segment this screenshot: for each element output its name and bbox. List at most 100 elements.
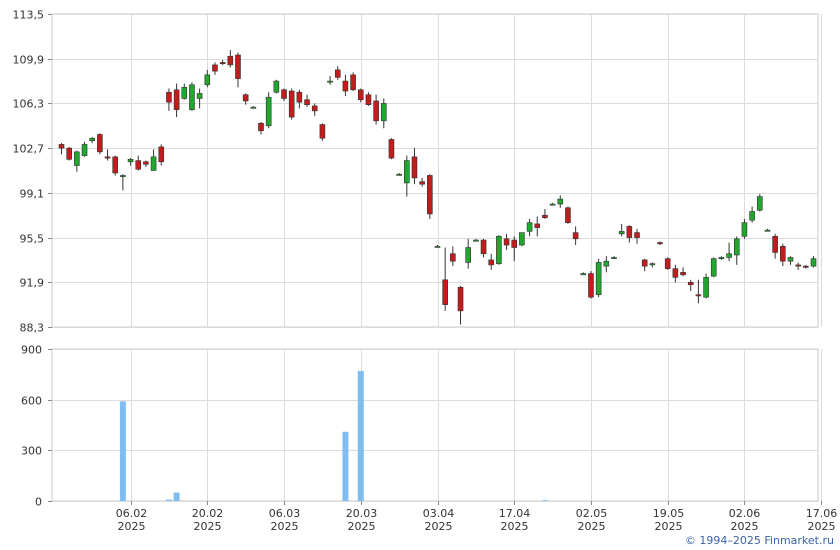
candle	[58, 143, 65, 155]
candle-body	[227, 55, 234, 66]
candle	[342, 74, 349, 96]
candle-body	[641, 259, 648, 267]
candle	[756, 194, 763, 212]
candle	[404, 155, 410, 197]
candle-body	[557, 198, 564, 205]
candle	[657, 241, 663, 246]
candle-body	[465, 247, 471, 263]
candle-body	[611, 257, 617, 259]
candle-body	[549, 203, 556, 206]
candle-body	[695, 294, 702, 297]
date-tick-year: 2025	[655, 520, 683, 533]
candle	[242, 93, 249, 105]
candle	[434, 245, 441, 248]
candle-body	[74, 151, 80, 166]
candle	[158, 144, 165, 166]
candle	[611, 256, 617, 259]
candle-body	[810, 258, 817, 267]
candle-body	[97, 134, 103, 153]
candle-body	[780, 245, 786, 262]
candle-body	[687, 281, 694, 286]
candle	[649, 262, 656, 268]
candle-body	[488, 259, 495, 266]
candle-body	[450, 253, 456, 262]
candle	[687, 279, 694, 291]
candle-body	[649, 263, 656, 266]
candle	[703, 273, 709, 299]
candle-body	[496, 236, 502, 264]
date-tick-year: 2025	[271, 520, 299, 533]
candle-body	[311, 105, 318, 112]
date-tick-year: 2025	[578, 520, 606, 533]
candle-body	[434, 245, 441, 248]
date-tick-label: 20.02	[192, 507, 224, 520]
candle	[795, 262, 801, 270]
candle	[580, 272, 587, 276]
candle	[97, 133, 103, 155]
candle	[741, 218, 748, 239]
candle	[427, 174, 433, 219]
candle-body	[219, 62, 226, 64]
candle	[626, 225, 633, 243]
candle	[634, 228, 640, 244]
candle	[104, 149, 111, 161]
candle-body	[664, 258, 671, 269]
candle	[465, 238, 471, 269]
candle	[189, 82, 195, 111]
copyright-credit[interactable]: © 1994–2025 Finmarket.ru	[684, 534, 834, 547]
candle-body	[281, 89, 287, 99]
candle	[526, 218, 533, 237]
candle-body	[795, 264, 801, 267]
candle	[304, 94, 310, 108]
candle	[810, 256, 817, 268]
candle-body	[565, 207, 571, 223]
candle	[680, 267, 686, 277]
candle-body	[703, 277, 709, 298]
candle	[288, 88, 295, 120]
candle-body	[81, 144, 88, 156]
candlestick-series	[58, 50, 817, 325]
candle-body	[411, 156, 418, 179]
candle	[534, 216, 541, 237]
date-tick-year: 2025	[194, 520, 222, 533]
candle	[503, 233, 510, 250]
candle	[273, 79, 280, 94]
candle-body	[166, 91, 172, 103]
candle	[803, 264, 809, 269]
candle	[204, 69, 211, 88]
date-tick-label: 17.04	[499, 507, 531, 520]
volume-bar	[165, 499, 172, 501]
candle	[396, 172, 402, 176]
candle-body	[572, 232, 579, 240]
candle-body	[404, 160, 410, 184]
candle-body	[457, 286, 464, 312]
candle	[74, 150, 80, 172]
candle-body	[89, 137, 95, 141]
candle	[166, 88, 172, 111]
candle	[388, 138, 395, 160]
date-tick-year: 2025	[808, 520, 836, 533]
candle	[196, 88, 203, 109]
candle	[718, 256, 725, 260]
candle	[311, 103, 318, 116]
volume-tick-label: 0	[35, 496, 42, 509]
candle	[588, 271, 594, 299]
candle	[327, 76, 333, 85]
candle	[212, 62, 218, 75]
date-tick-label: 19.05	[653, 507, 685, 520]
date-tick-label: 06.03	[269, 507, 301, 520]
date-tick-year: 2025	[348, 520, 376, 533]
candle-body	[396, 173, 402, 176]
candle	[710, 257, 717, 278]
price-grid	[51, 13, 822, 328]
candle	[135, 155, 142, 171]
candle-body	[427, 175, 433, 215]
volume-tick-label: 300	[21, 445, 42, 458]
candle-body	[104, 156, 111, 159]
price-panel-frame	[51, 13, 819, 328]
candle	[258, 122, 264, 135]
candle-body	[580, 273, 587, 276]
price-tick-label: 102,7	[13, 143, 45, 156]
candle-body	[803, 265, 809, 268]
candle	[334, 66, 341, 80]
